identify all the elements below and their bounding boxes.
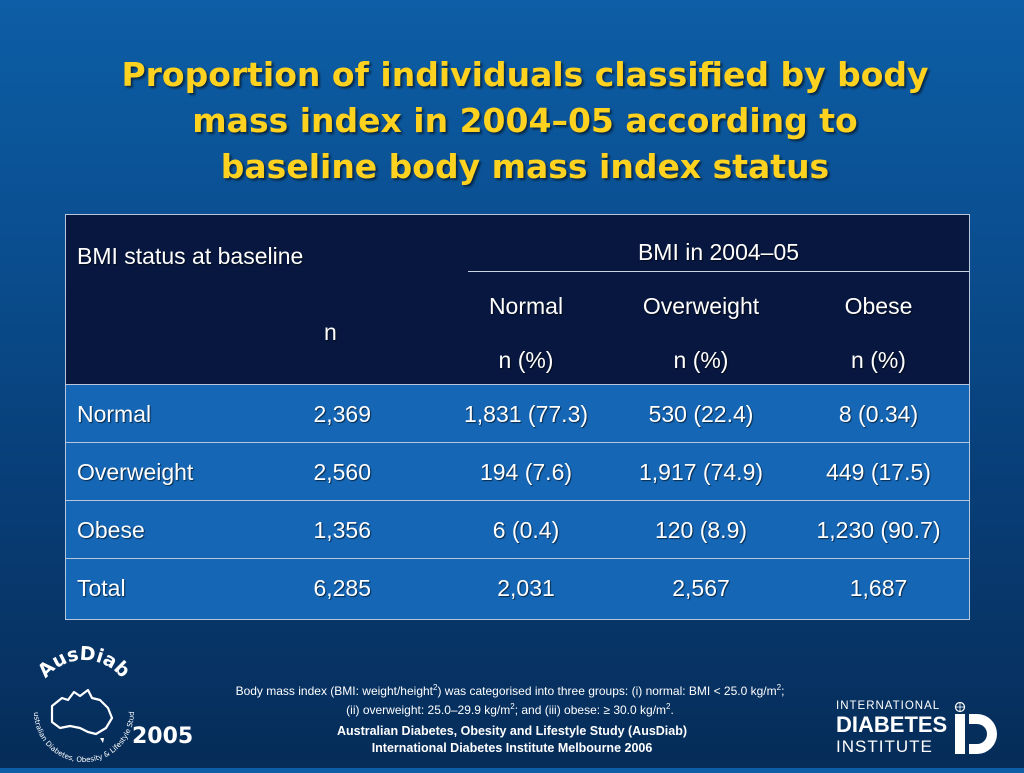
row-normal: 6 (0.4) bbox=[446, 517, 606, 544]
slide-title: Proportion of individuals classified by … bbox=[60, 52, 990, 190]
header-col-overweight: Overweight bbox=[621, 293, 781, 320]
idi-d-mark-icon bbox=[951, 702, 1001, 756]
footnote-part: . bbox=[670, 703, 673, 717]
header-col-obese: Obese bbox=[796, 293, 961, 320]
idi-line-3: INSTITUTE bbox=[836, 737, 933, 757]
table-row: Obese 1,356 6 (0.4) 120 (8.9) 1,230 (90.… bbox=[66, 500, 969, 558]
ausdiab-emblem-icon: AusDiab Australian Diabetes, Obesity & L… bbox=[22, 646, 144, 768]
row-overweight: 2,567 bbox=[621, 575, 781, 602]
logo-year: 2005 bbox=[132, 724, 193, 749]
ausdiab-wordmark: AusDiab bbox=[34, 646, 135, 682]
row-obese: 1,687 bbox=[796, 575, 961, 602]
row-overweight: 1,917 (74.9) bbox=[621, 459, 781, 486]
row-obese: 1,230 (90.7) bbox=[796, 517, 961, 544]
table-row: Total 6,285 2,031 2,567 1,687 bbox=[66, 558, 969, 619]
row-obese: 449 (17.5) bbox=[796, 459, 961, 486]
header-col-normal: Normal bbox=[446, 293, 606, 320]
footnote-part: Body mass index (BMI: weight/height bbox=[236, 684, 433, 698]
row-n: 1,356 bbox=[271, 517, 371, 544]
idi-line-2: DIABETES bbox=[836, 712, 947, 738]
title-line-2: mass index in 2004–05 according to bbox=[60, 98, 990, 144]
source-credit: Australian Diabetes, Obesity and Lifesty… bbox=[212, 723, 812, 757]
table-row: Normal 2,369 1,831 (77.3) 530 (22.4) 8 (… bbox=[66, 384, 969, 442]
header-unit-normal: n (%) bbox=[446, 347, 606, 374]
row-obese: 8 (0.34) bbox=[796, 401, 961, 428]
row-n: 6,285 bbox=[271, 575, 371, 602]
row-label: Total bbox=[77, 575, 126, 602]
title-line-1: Proportion of individuals classified by … bbox=[60, 52, 990, 98]
header-unit-obese: n (%) bbox=[796, 347, 961, 374]
row-n: 2,560 bbox=[271, 459, 371, 486]
idi-logo: INTERNATIONAL DIABETES INSTITUTE bbox=[836, 700, 1006, 758]
row-normal: 1,831 (77.3) bbox=[446, 401, 606, 428]
row-label: Normal bbox=[77, 401, 151, 428]
row-overweight: 530 (22.4) bbox=[621, 401, 781, 428]
row-n: 2,369 bbox=[271, 401, 371, 428]
row-overweight: 120 (8.9) bbox=[621, 517, 781, 544]
bmi-table: BMI status at baseline n BMI in 2004–05 … bbox=[65, 214, 970, 620]
footnote: Body mass index (BMI: weight/height2) wa… bbox=[160, 680, 860, 718]
header-n-label: n bbox=[324, 319, 337, 346]
row-label: Obese bbox=[77, 517, 145, 544]
tasmania-icon bbox=[100, 738, 104, 743]
footnote-part: ) was categorised into three groups: (i)… bbox=[437, 684, 776, 698]
row-normal: 2,031 bbox=[446, 575, 606, 602]
row-normal: 194 (7.6) bbox=[446, 459, 606, 486]
australia-map-icon bbox=[52, 690, 112, 734]
footnote-part: (ii) overweight: 25.0–29.9 kg/m bbox=[346, 703, 510, 717]
header-baseline-label: BMI status at baseline bbox=[77, 243, 303, 270]
idi-line-1: INTERNATIONAL bbox=[836, 700, 940, 712]
table-row: Overweight 2,560 194 (7.6) 1,917 (74.9) … bbox=[66, 442, 969, 500]
footnote-part: ; bbox=[781, 684, 784, 698]
ausdiab-logo: AusDiab Australian Diabetes, Obesity & L… bbox=[22, 646, 144, 768]
row-label: Overweight bbox=[77, 459, 193, 486]
table-header: BMI status at baseline n BMI in 2004–05 … bbox=[66, 215, 969, 384]
header-span-label: BMI in 2004–05 bbox=[468, 239, 969, 266]
source-line-2: International Diabetes Institute Melbour… bbox=[212, 740, 812, 757]
footnote-part: ; and (iii) obese: ≥ 30.0 kg/m bbox=[515, 703, 666, 717]
svg-text:AusDiab: AusDiab bbox=[34, 646, 135, 682]
header-unit-overweight: n (%) bbox=[621, 347, 781, 374]
title-line-3: baseline body mass index status bbox=[60, 144, 990, 190]
source-line-1: Australian Diabetes, Obesity and Lifesty… bbox=[212, 723, 812, 740]
header-span-divider bbox=[468, 271, 969, 272]
